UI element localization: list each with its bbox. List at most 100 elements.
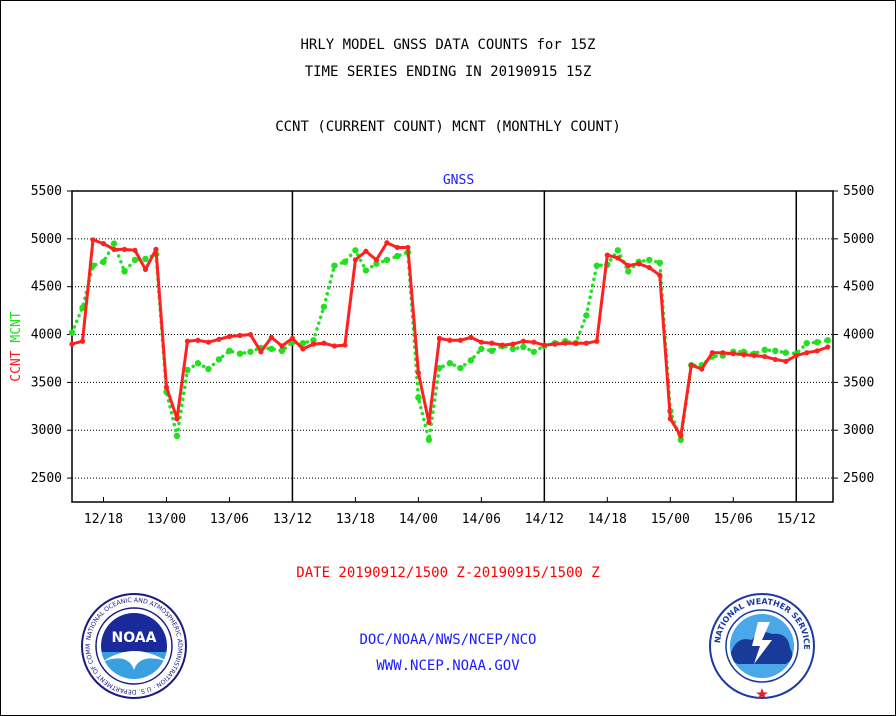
data-point-ccnt xyxy=(583,340,589,346)
data-point-mcnt xyxy=(814,338,821,346)
data-point-ccnt xyxy=(573,340,579,346)
data-point-ccnt xyxy=(510,341,516,347)
data-point-ccnt xyxy=(195,337,201,343)
data-point-ccnt xyxy=(457,337,463,343)
data-point-ccnt xyxy=(814,348,820,354)
data-point-mcnt xyxy=(110,240,118,247)
chart-title-line2: TIME SERIES ENDING IN 20190915 15Z xyxy=(304,64,592,80)
data-point-ccnt xyxy=(646,264,652,271)
data-point-mcnt xyxy=(656,259,664,266)
data-point-ccnt xyxy=(531,339,537,345)
y-tick-label-right: 3500 xyxy=(843,375,874,390)
y-tick-label-left: 4500 xyxy=(31,280,62,295)
data-point-mcnt xyxy=(488,347,496,355)
data-point-ccnt xyxy=(352,257,359,263)
data-point-mcnt xyxy=(509,345,517,353)
data-point-mcnt xyxy=(205,365,212,373)
ncep-url: WWW.NCEP.NOAA.GOV xyxy=(376,658,520,674)
org-text: DOC/NOAA/NWS/NCEP/NCO xyxy=(359,632,537,648)
data-point-ccnt xyxy=(394,244,400,251)
x-tick-label: 13/12 xyxy=(273,512,312,527)
data-point-ccnt xyxy=(111,246,117,252)
data-point-mcnt xyxy=(520,343,527,351)
data-point-mcnt xyxy=(362,267,370,274)
chart-title-line1: HRLY MODEL GNSS DATA COUNTS for 15Z xyxy=(300,37,596,53)
data-point-ccnt xyxy=(300,346,306,352)
data-point-mcnt xyxy=(278,347,286,355)
data-point-ccnt xyxy=(741,352,747,358)
data-point-mcnt xyxy=(331,262,338,269)
data-point-mcnt xyxy=(79,304,86,311)
data-point-ccnt xyxy=(615,255,621,261)
data-point-mcnt xyxy=(352,247,359,254)
data-point-mcnt xyxy=(425,436,433,443)
data-point-ccnt xyxy=(594,338,600,344)
data-point-ccnt xyxy=(772,356,778,363)
data-point-ccnt xyxy=(562,340,568,346)
data-point-ccnt xyxy=(804,350,810,356)
data-point-mcnt xyxy=(803,339,810,347)
y-tick-label-left: 3500 xyxy=(31,375,62,390)
data-point-ccnt xyxy=(436,335,442,341)
data-point-ccnt xyxy=(468,334,474,341)
data-point-ccnt xyxy=(121,246,128,252)
data-point-ccnt xyxy=(90,237,96,243)
data-point-ccnt xyxy=(783,358,789,364)
data-point-mcnt xyxy=(782,349,789,356)
data-point-mcnt xyxy=(194,360,202,367)
ylabel-mcnt: MCNT xyxy=(9,311,24,342)
data-point-mcnt xyxy=(646,256,653,264)
data-point-ccnt xyxy=(426,419,432,426)
x-tick-label: 15/06 xyxy=(714,512,753,527)
noaa-text: NOAA xyxy=(112,630,157,646)
data-point-ccnt xyxy=(142,266,149,273)
data-point-mcnt xyxy=(226,347,233,355)
data-point-mcnt xyxy=(131,256,139,264)
y-tick-label-right: 4500 xyxy=(843,280,874,295)
data-point-ccnt xyxy=(69,341,75,347)
data-point-ccnt xyxy=(730,351,736,357)
chart-subtitle: CCNT (CURRENT COUNT) MCNT (MONTHLY COUNT… xyxy=(275,119,621,135)
data-point-ccnt xyxy=(226,333,233,340)
x-tick-label: 14/12 xyxy=(525,512,564,527)
x-tick-label: 15/00 xyxy=(651,512,690,527)
data-point-ccnt xyxy=(625,263,631,269)
data-point-ccnt xyxy=(163,384,170,390)
x-tick-label: 14/18 xyxy=(588,512,627,527)
data-point-ccnt xyxy=(100,241,107,247)
data-point-ccnt xyxy=(237,332,243,339)
data-point-mcnt xyxy=(593,262,601,269)
x-tick-label: 15/12 xyxy=(777,512,816,527)
data-point-mcnt xyxy=(100,258,107,266)
data-point-ccnt xyxy=(174,416,180,422)
data-point-ccnt xyxy=(415,370,421,376)
data-point-mcnt xyxy=(761,346,768,354)
data-point-mcnt xyxy=(614,247,622,254)
data-point-ccnt xyxy=(667,416,673,422)
data-point-ccnt xyxy=(447,337,453,343)
y-axis-label: CCNT MCNT xyxy=(9,311,24,382)
data-point-ccnt xyxy=(279,343,285,349)
data-point-ccnt xyxy=(720,350,726,356)
data-point-ccnt xyxy=(709,350,715,356)
data-point-ccnt xyxy=(499,342,505,348)
data-point-ccnt xyxy=(216,336,222,342)
data-point-ccnt xyxy=(331,343,338,349)
data-point-ccnt xyxy=(310,341,317,347)
y-tick-label-left: 5500 xyxy=(31,184,62,199)
x-tick-label: 14/00 xyxy=(399,512,438,527)
data-point-ccnt xyxy=(793,352,799,359)
data-point-ccnt xyxy=(825,344,831,350)
y-tick-label-right: 5500 xyxy=(843,184,874,199)
data-point-mcnt xyxy=(184,366,191,374)
data-point-mcnt xyxy=(373,260,380,267)
data-point-mcnt xyxy=(446,360,454,367)
data-point-mcnt xyxy=(530,348,538,355)
x-tick-label: 13/18 xyxy=(336,512,375,527)
data-point-ccnt xyxy=(342,342,348,348)
x-tick-label: 13/00 xyxy=(147,512,186,527)
data-point-ccnt xyxy=(79,338,86,344)
data-point-mcnt xyxy=(310,337,317,344)
data-point-ccnt xyxy=(363,248,369,254)
data-point-mcnt xyxy=(121,268,128,275)
